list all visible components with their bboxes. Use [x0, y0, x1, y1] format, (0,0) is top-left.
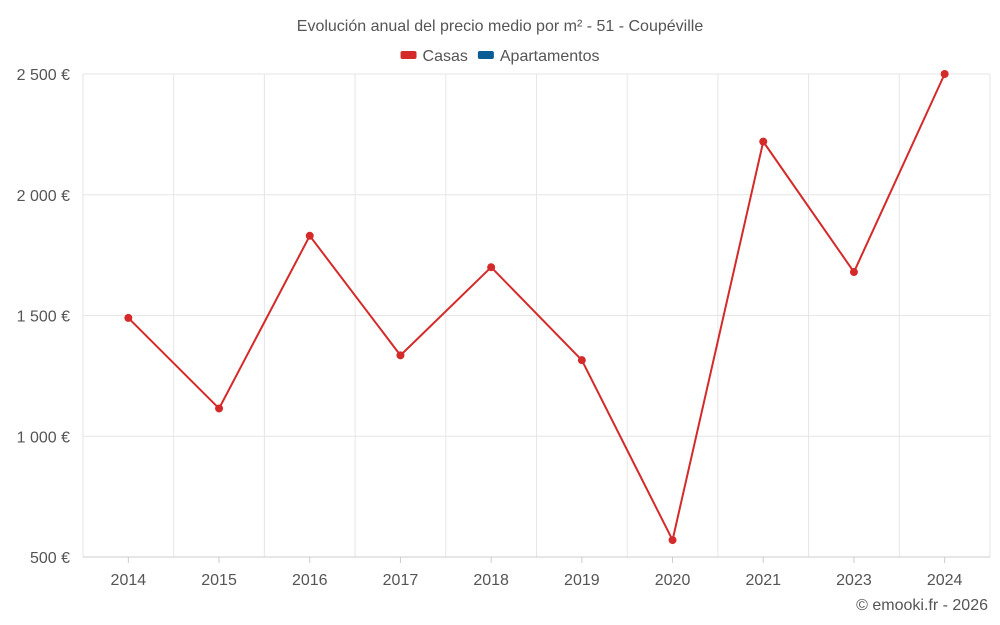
chart-title: Evolución anual del precio medio por m² …: [297, 18, 704, 35]
x-tick-label: 2021: [745, 572, 781, 589]
data-point[interactable]: [124, 313, 133, 322]
credit-text: © emooki.fr - 2026: [856, 597, 988, 614]
y-tick-label: 1 500 €: [17, 309, 70, 326]
series-line-casas: [127, 73, 946, 542]
legend-swatch: [400, 51, 417, 59]
x-tick-label: 2023: [836, 572, 872, 589]
x-tick-label: 2018: [473, 572, 509, 589]
y-tick-label: 500 €: [30, 550, 70, 567]
y-gridlines: [83, 73, 990, 558]
x-tick-label: 2016: [292, 572, 328, 589]
data-point[interactable]: [849, 268, 858, 277]
legend-label: Apartamentos: [500, 48, 600, 65]
x-tick-label: 2015: [201, 572, 237, 589]
data-point[interactable]: [759, 137, 768, 146]
x-tick-label: 2020: [655, 572, 691, 589]
data-point[interactable]: [668, 536, 677, 545]
x-tick-label: 2024: [927, 572, 963, 589]
x-axis-labels: 2014 2015 2016 2017 2018 2019 2020 2021 2023 2024: [111, 557, 963, 589]
legend-item-casas[interactable]: Casas: [400, 48, 468, 65]
y-tick-label: 1 000 €: [17, 429, 70, 446]
data-point[interactable]: [305, 231, 314, 240]
y-tick-label: 2 500 €: [17, 67, 70, 84]
legend-label: Casas: [423, 48, 468, 65]
legend: Casas Apartamentos: [400, 48, 600, 65]
data-point[interactable]: [215, 404, 224, 413]
x-tick-label: 2019: [564, 572, 600, 589]
legend-swatch: [477, 51, 494, 59]
series-group: [124, 70, 949, 545]
x-tick-label: 2014: [111, 572, 147, 589]
data-point[interactable]: [940, 70, 949, 78]
data-point[interactable]: [396, 351, 405, 360]
legend-item-apartamentos[interactable]: Apartamentos: [477, 48, 600, 65]
x-tick-label: 2017: [383, 572, 419, 589]
y-tick-label: 2 000 €: [17, 188, 70, 205]
data-point[interactable]: [487, 263, 496, 272]
y-axis-labels: 500 € 1 000 € 1 500 € 2 000 € 2 500 €: [17, 67, 70, 567]
data-point[interactable]: [577, 356, 586, 365]
